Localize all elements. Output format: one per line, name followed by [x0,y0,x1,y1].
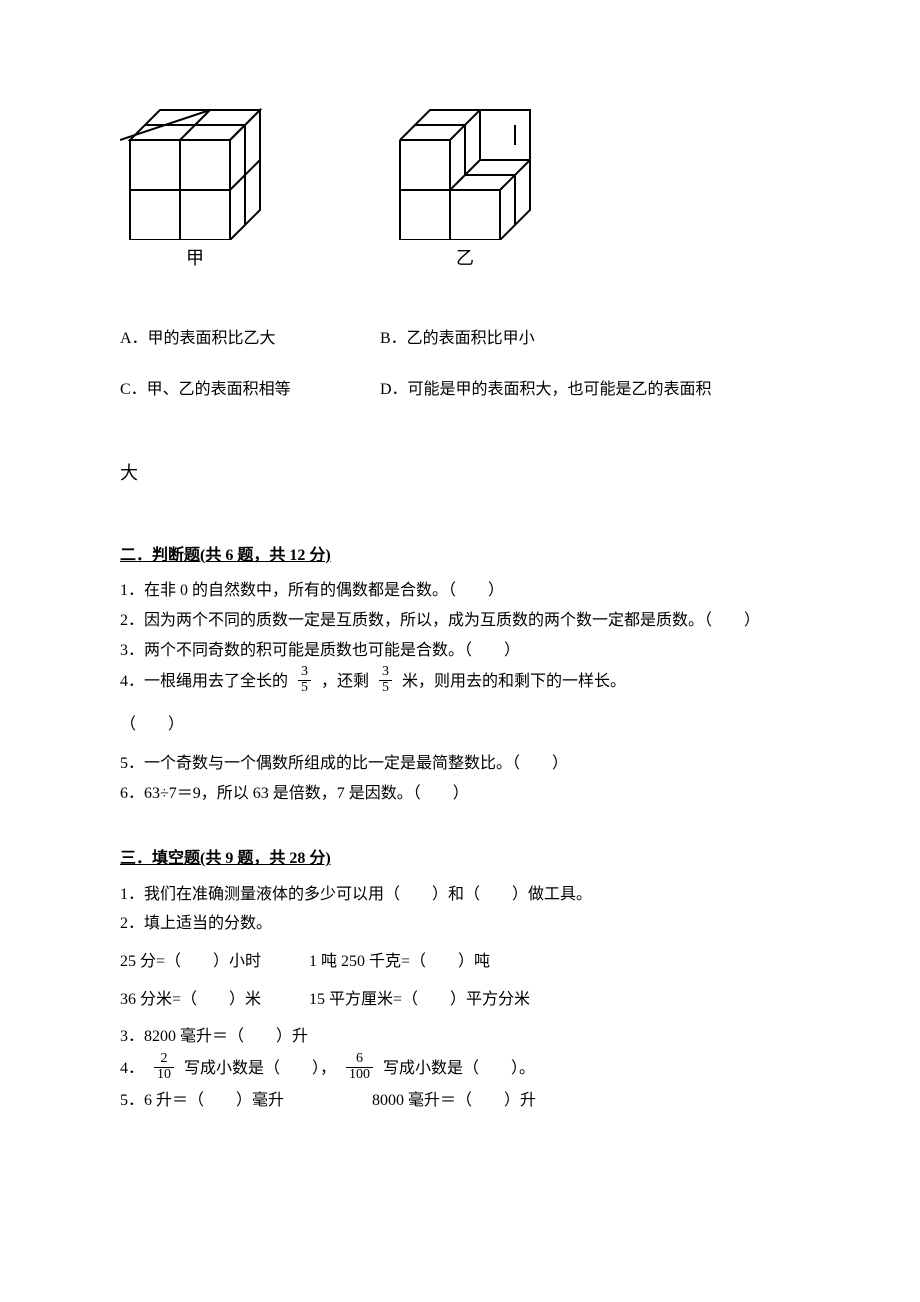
section3-title: 三．填空题(共 9 题，共 28 分) [120,846,820,872]
s3-q4-c: 写成小数是（ ）。 [383,1060,535,1077]
s2-q6: 6．63÷7＝9，所以 63 是倍数，7 是因数。（ ） [120,781,820,807]
s2-q1: 1．在非 0 的自然数中，所有的偶数都是合数。（ ） [120,578,820,604]
figure-yi-label: 乙 [390,244,540,273]
s2-q4-paren: （ ） [120,712,820,738]
s2-q4-b: ，还剩 [321,673,369,690]
figure-jia: 甲 [120,100,270,273]
cube-yi-svg [390,100,540,240]
s3-q4-a: 4． [120,1060,144,1077]
s2-q4: 4．一根绳用去了全长的 35 ，还剩 35 米，则用去的和剩下的一样长。 [120,667,820,697]
s3-q5-b: 8000 毫升＝（ ）升 [372,1092,536,1109]
s3-q5: 5．6 升＝（ ）毫升 8000 毫升＝（ ）升 [120,1088,820,1114]
fraction-3-5-a: 35 [298,665,311,695]
figure-yi: 乙 [390,100,540,273]
mc-options: A．甲的表面积比乙大 B．乙的表面积比甲小 C．甲、乙的表面积相等 D．可能是甲… [120,313,820,503]
s2-q5: 5．一个奇数与一个偶数所组成的比一定是最简整数比。（ ） [120,751,820,777]
s3-q2-r1a: 25 分=（ ）小时 [120,953,261,970]
s3-q3: 3．8200 毫升＝（ ）升 [120,1024,820,1050]
s2-q4-c: 米，则用去的和剩下的一样长。 [402,673,626,690]
section2-title: 二．判断题(共 6 题，共 12 分) [120,543,820,569]
s2-q2: 2．因为两个不同的质数一定是互质数，所以，成为互质数的两个数一定都是质数。（ ） [120,608,820,634]
mc-option-c: C．甲、乙的表面积相等 [120,364,380,415]
mc-option-a: A．甲的表面积比乙大 [120,313,380,364]
s3-q1: 1．我们在准确测量液体的多少可以用（ ）和（ ）做工具。 [120,882,820,908]
s3-q2-row2: 36 分米=（ ）米 15 平方厘米=（ ）平方分米 [120,987,820,1013]
mc-option-d-line2: 大 [120,445,820,503]
s3-q4: 4． 210 写成小数是（ ）， 6100 写成小数是（ ）。 [120,1054,820,1084]
mc-option-b: B．乙的表面积比甲小 [380,313,535,364]
fraction-6-100: 6100 [346,1052,373,1082]
s3-q4-b: 写成小数是（ ）， [184,1060,336,1077]
s3-q2-r2b: 15 平方厘米=（ ）平方分米 [309,991,530,1008]
s3-q2-row1: 25 分=（ ）小时 1 吨 250 千克=（ ）吨 [120,949,820,975]
figures-row: 甲 [120,100,820,273]
figure-jia-label: 甲 [120,244,270,273]
fraction-3-5-b: 35 [379,665,392,695]
s3-q2: 2．填上适当的分数。 [120,911,820,937]
s2-q3: 3．两个不同奇数的积可能是质数也可能是合数。（ ） [120,638,820,664]
s2-q4-a: 4．一根绳用去了全长的 [120,673,288,690]
cube-jia-svg [120,100,270,240]
mc-option-d-line1: D．可能是甲的表面积大，也可能是乙的表面积 [380,364,712,415]
s3-q2-r1b: 1 吨 250 千克=（ ）吨 [309,953,490,970]
s3-q5-a: 5．6 升＝（ ）毫升 [120,1092,284,1109]
fraction-2-10: 210 [154,1052,174,1082]
s3-q2-r2a: 36 分米=（ ）米 [120,991,261,1008]
